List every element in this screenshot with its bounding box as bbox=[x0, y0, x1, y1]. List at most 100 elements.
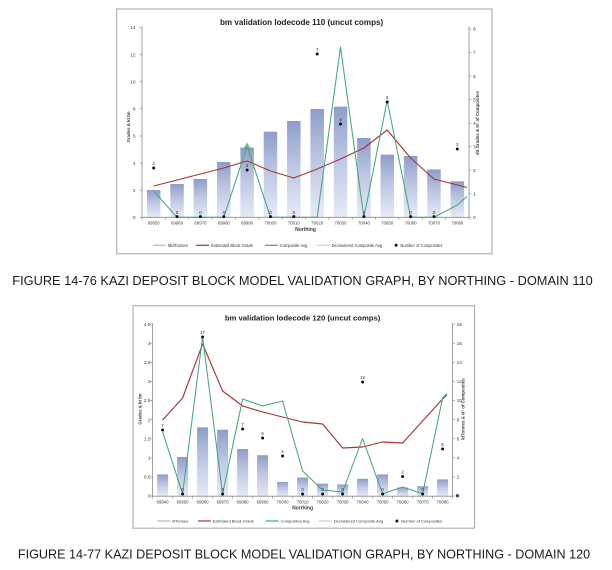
svg-text:70030: 70030 bbox=[335, 221, 348, 226]
svg-text:4: 4 bbox=[148, 341, 151, 347]
svg-text:Estimated Block Grade: Estimated Block Grade bbox=[213, 519, 255, 524]
svg-text:5: 5 bbox=[441, 442, 444, 447]
svg-text:Grades & kt bn: Grades & kt bn bbox=[126, 111, 131, 143]
svg-text:70050: 70050 bbox=[377, 500, 390, 505]
svg-text:0: 0 bbox=[293, 210, 296, 215]
svg-text:2: 2 bbox=[153, 161, 156, 166]
svg-text:Composite Avg: Composite Avg bbox=[280, 243, 308, 248]
svg-text:69980: 69980 bbox=[237, 500, 250, 505]
svg-text:70050: 70050 bbox=[381, 221, 394, 226]
svg-text:bm validation lodecode 120 (un: bm validation lodecode 120 (uncut comps) bbox=[225, 313, 381, 322]
svg-text:1: 1 bbox=[473, 192, 476, 198]
svg-text:7: 7 bbox=[316, 47, 319, 52]
svg-text:Number of Composites: Number of Composites bbox=[401, 519, 442, 524]
svg-text:12: 12 bbox=[130, 52, 136, 58]
svg-text:6: 6 bbox=[133, 134, 136, 140]
svg-text:0: 0 bbox=[409, 210, 412, 215]
svg-text:4: 4 bbox=[457, 456, 460, 462]
svg-text:2: 2 bbox=[457, 475, 460, 481]
svg-text:0: 0 bbox=[301, 487, 304, 492]
svg-text:2: 2 bbox=[133, 188, 136, 194]
svg-text:69970: 69970 bbox=[194, 221, 207, 226]
svg-text:0: 0 bbox=[269, 210, 272, 215]
svg-text:16: 16 bbox=[457, 341, 463, 347]
svg-text:70040: 70040 bbox=[357, 500, 370, 505]
svg-text:14: 14 bbox=[130, 25, 136, 31]
svg-text:3: 3 bbox=[148, 379, 151, 385]
svg-text:Number of Composites: Number of Composites bbox=[400, 243, 442, 248]
svg-text:12: 12 bbox=[360, 375, 365, 380]
svg-text:4.5: 4.5 bbox=[144, 322, 151, 328]
svg-text:Northing: Northing bbox=[292, 506, 313, 512]
svg-text:4: 4 bbox=[281, 449, 284, 454]
svg-text:bm validation lodecode 110 (un: bm validation lodecode 110 (uncut comps) bbox=[220, 18, 384, 27]
svg-text:4: 4 bbox=[133, 161, 136, 167]
svg-text:Grades & kt bn: Grades & kt bn bbox=[138, 393, 143, 425]
svg-text:0: 0 bbox=[176, 210, 179, 215]
svg-text:0: 0 bbox=[181, 487, 184, 492]
svg-text:70060: 70060 bbox=[405, 221, 418, 226]
svg-text:10: 10 bbox=[130, 79, 136, 85]
svg-text:1.5: 1.5 bbox=[144, 436, 151, 442]
svg-text:70020: 70020 bbox=[311, 221, 324, 226]
svg-text:0: 0 bbox=[133, 215, 136, 221]
svg-text:10: 10 bbox=[457, 398, 463, 404]
svg-text:69990: 69990 bbox=[241, 221, 254, 226]
svg-text:14: 14 bbox=[457, 360, 463, 366]
svg-text:70010: 70010 bbox=[288, 221, 301, 226]
svg-text:18: 18 bbox=[457, 322, 463, 328]
svg-text:3: 3 bbox=[473, 144, 476, 150]
svg-text:69960: 69960 bbox=[171, 221, 184, 226]
svg-text:7: 7 bbox=[473, 50, 476, 56]
svg-text:69960: 69960 bbox=[197, 500, 210, 505]
svg-text:ktTonnes & N° of Composites: ktTonnes & N° of Composites bbox=[461, 378, 466, 440]
svg-text:0: 0 bbox=[199, 210, 202, 215]
svg-text:70020: 70020 bbox=[317, 500, 330, 505]
svg-text:0: 0 bbox=[223, 210, 226, 215]
svg-text:2: 2 bbox=[473, 168, 476, 174]
svg-text:8: 8 bbox=[457, 417, 460, 423]
svg-text:7: 7 bbox=[241, 422, 244, 427]
svg-text:Estimated Block Grade: Estimated Block Grade bbox=[211, 243, 254, 248]
svg-text:2: 2 bbox=[401, 470, 404, 475]
svg-text:6: 6 bbox=[261, 431, 264, 436]
svg-text:70070: 70070 bbox=[428, 221, 441, 226]
svg-text:Declustered Composite Avg: Declustered Composite Avg bbox=[332, 243, 383, 248]
svg-text:70030: 70030 bbox=[337, 500, 350, 505]
svg-text:5: 5 bbox=[386, 95, 389, 100]
svg-text:70070: 70070 bbox=[417, 500, 430, 505]
svg-text:ktTonnes: ktTonnes bbox=[172, 519, 188, 524]
svg-text:3.5: 3.5 bbox=[144, 360, 151, 366]
svg-text:0: 0 bbox=[321, 487, 324, 492]
svg-text:1: 1 bbox=[148, 456, 151, 462]
svg-text:FIGURE 14-77 KAZI DEPOSIT BLOC: FIGURE 14-77 KAZI DEPOSIT BLOCK MODEL VA… bbox=[18, 548, 590, 562]
svg-text:69990: 69990 bbox=[257, 500, 270, 505]
svg-text:70080: 70080 bbox=[451, 221, 464, 226]
svg-text:70080: 70080 bbox=[437, 500, 450, 505]
svg-text:dd Grades & N° of Composites: dd Grades & N° of Composites bbox=[475, 90, 480, 155]
svg-text:0.5: 0.5 bbox=[144, 475, 151, 481]
svg-text:6: 6 bbox=[473, 74, 476, 80]
svg-text:2: 2 bbox=[148, 417, 151, 423]
svg-text:69970: 69970 bbox=[217, 500, 230, 505]
svg-text:5: 5 bbox=[473, 97, 476, 103]
svg-text:0: 0 bbox=[433, 210, 436, 215]
svg-text:70010: 70010 bbox=[297, 500, 310, 505]
svg-text:0: 0 bbox=[421, 487, 424, 492]
svg-text:FIGURE 14-76 KAZI DEPOSIT BLOC: FIGURE 14-76 KAZI DEPOSIT BLOCK MODEL VA… bbox=[12, 273, 593, 288]
svg-text:0: 0 bbox=[363, 210, 366, 215]
svg-text:8: 8 bbox=[133, 107, 136, 113]
svg-text:70000: 70000 bbox=[265, 221, 278, 226]
svg-text:6: 6 bbox=[457, 436, 460, 442]
svg-text:70060: 70060 bbox=[397, 500, 410, 505]
svg-text:70000: 70000 bbox=[277, 500, 290, 505]
svg-text:Declustered Composite Avg: Declustered Composite Avg bbox=[334, 519, 383, 524]
svg-text:Northing: Northing bbox=[295, 227, 316, 233]
svg-text:69940: 69940 bbox=[157, 500, 170, 505]
svg-text:0: 0 bbox=[473, 215, 476, 221]
svg-text:Composites Avg: Composites Avg bbox=[281, 519, 310, 524]
svg-text:70040: 70040 bbox=[358, 221, 371, 226]
svg-text:69950: 69950 bbox=[148, 221, 161, 226]
svg-text:0: 0 bbox=[341, 487, 344, 492]
svg-text:4: 4 bbox=[339, 117, 342, 122]
